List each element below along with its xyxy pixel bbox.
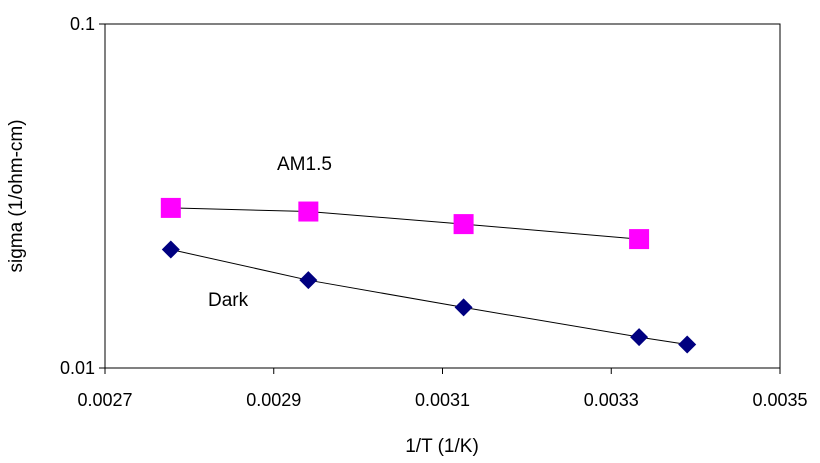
data-point-diamond — [299, 271, 318, 290]
y-tick-label: 0.1 — [70, 14, 95, 34]
x-tick-label: 0.0031 — [415, 390, 470, 410]
x-tick-label: 0.0035 — [752, 390, 807, 410]
data-point-square — [453, 214, 474, 235]
series-markers — [160, 197, 697, 354]
y-axis-ticks: 0.1 0.01 — [60, 14, 105, 378]
series-label-dark: Dark — [208, 290, 249, 311]
data-point-diamond — [161, 240, 180, 259]
y-axis-title: sigma (1/ohm-cm) — [6, 119, 27, 272]
data-point-diamond — [678, 335, 697, 354]
data-point-diamond — [454, 298, 473, 317]
x-axis-title: 1/T (1/K) — [405, 436, 479, 457]
y-tick-label: 0.01 — [60, 358, 95, 378]
x-axis-ticks: 0.0027 0.0029 0.0031 0.0033 0.0035 — [77, 368, 808, 410]
data-point-square — [160, 197, 181, 218]
series-label-am15: AM1.5 — [277, 154, 332, 175]
data-point-square — [629, 229, 650, 250]
x-tick-label: 0.0027 — [77, 390, 132, 410]
x-tick-label: 0.0029 — [246, 390, 301, 410]
series-line-0 — [170, 207, 640, 240]
x-tick-label: 0.0033 — [584, 390, 639, 410]
plot-area — [104, 23, 781, 369]
data-point-diamond — [630, 328, 649, 347]
data-point-square — [298, 201, 319, 222]
